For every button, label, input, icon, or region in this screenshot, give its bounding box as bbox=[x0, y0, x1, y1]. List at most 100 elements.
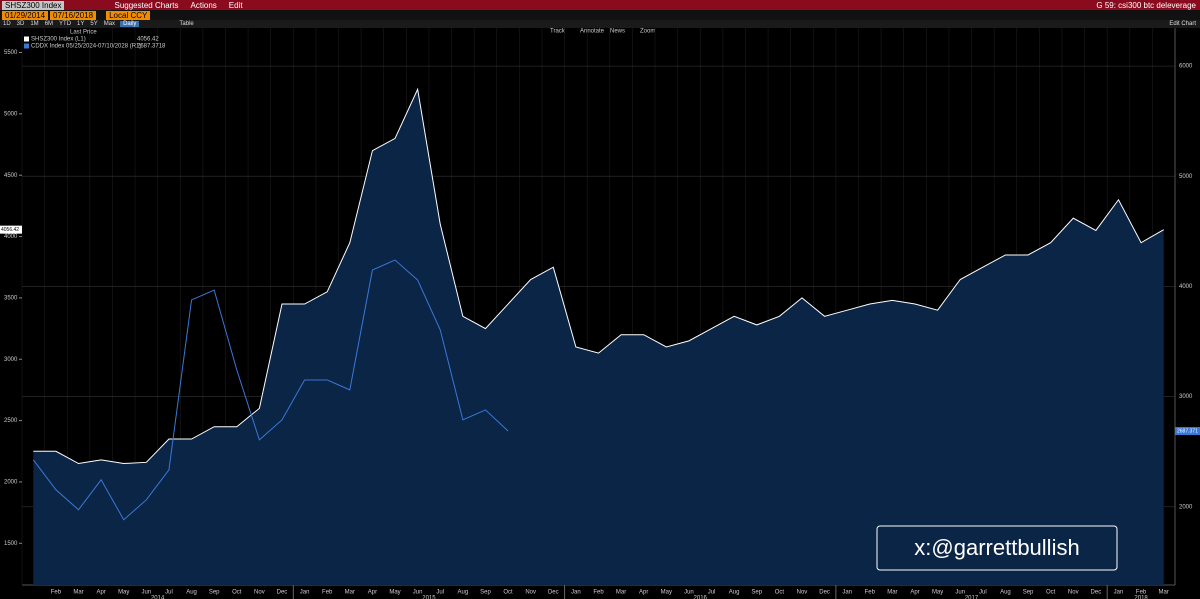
legend-value: 2687.3718 bbox=[137, 44, 166, 50]
y2-tick-label: 5000 bbox=[1179, 174, 1193, 180]
legend-label: CDDX Index 05/25/2024-07/10/2028 (R1) bbox=[31, 44, 141, 50]
x-tick-label: Feb bbox=[1136, 590, 1147, 596]
x-tick-label: Feb bbox=[51, 590, 62, 596]
period[interactable]: 1M bbox=[30, 21, 39, 27]
tool[interactable]: Annotate bbox=[580, 29, 605, 35]
last-tag: 4056.42 bbox=[1, 227, 19, 233]
y-tick-label: 3000 bbox=[4, 357, 18, 363]
periods: 1D 3D 1M 6M YTD 1Y 5Y Max bbox=[0, 21, 118, 27]
menu[interactable]: Actions bbox=[190, 0, 217, 10]
watermark-box bbox=[876, 525, 1118, 571]
y2-tick-label: 4000 bbox=[1179, 284, 1193, 290]
last-tag-bg bbox=[1175, 427, 1200, 436]
x-tick-label: Oct bbox=[1046, 590, 1056, 596]
x-tick-label: Apr bbox=[910, 590, 919, 596]
x-tick-label: Sep bbox=[209, 590, 220, 596]
x-tick-label: Jul bbox=[436, 590, 444, 596]
x-tick-label: Jan bbox=[300, 590, 310, 596]
x-tick-label: Aug bbox=[458, 590, 469, 596]
x-tick-label: May bbox=[118, 590, 129, 596]
x-tick-label: Jul bbox=[979, 590, 987, 596]
x-tick-label: Dec bbox=[548, 590, 559, 596]
tool[interactable]: News bbox=[610, 29, 625, 35]
legend-swatch bbox=[24, 36, 29, 42]
last-tag: 2687.371 bbox=[1177, 428, 1198, 434]
period[interactable]: 6M bbox=[44, 21, 54, 27]
x-group-label: 2017 bbox=[965, 596, 979, 599]
x-tick-label: Dec bbox=[819, 590, 830, 596]
x-tick-label: Sep bbox=[1023, 590, 1034, 596]
x-tick-label: Mar bbox=[73, 590, 83, 596]
x-tick-label: Feb bbox=[865, 590, 876, 596]
y2-tick-label: 2000 bbox=[1179, 504, 1193, 510]
x-tick-label: Nov bbox=[525, 590, 536, 596]
x-tick-label: Nov bbox=[797, 590, 808, 596]
x-tick-label: Feb bbox=[322, 590, 333, 596]
legend-swatch bbox=[24, 43, 29, 49]
x-tick-label: Jan bbox=[842, 590, 852, 596]
x-group-label: 2016 bbox=[694, 596, 708, 599]
menu[interactable]: Edit bbox=[228, 0, 243, 10]
menu[interactable]: Suggested Charts bbox=[114, 0, 179, 10]
start-date[interactable]: 01/29/2014 bbox=[2, 10, 49, 20]
line bbox=[32, 259, 509, 521]
x-tick-label: Jul bbox=[165, 590, 173, 596]
period[interactable]: 5Y bbox=[90, 21, 98, 27]
x-tick-label: Jun bbox=[955, 590, 965, 596]
legend-title: Last Price bbox=[70, 30, 97, 36]
x-tick-label: May bbox=[389, 590, 400, 596]
y-tick-label: 4500 bbox=[4, 173, 18, 179]
x-tick-label: Oct bbox=[775, 590, 785, 596]
end-date[interactable]: 07/16/2018 bbox=[50, 10, 97, 20]
frequency[interactable]: Daily bbox=[120, 21, 140, 27]
security[interactable]: SHSZ300 Index bbox=[2, 0, 65, 10]
period[interactable]: 1Y bbox=[77, 21, 85, 27]
y-tick-label: 1500 bbox=[4, 541, 18, 547]
x-tick-label: Jun bbox=[684, 590, 694, 596]
currency[interactable]: Local CCY bbox=[106, 10, 151, 20]
edit-chart[interactable]: Edit Chart bbox=[1169, 21, 1196, 27]
x-tick-label: Aug bbox=[186, 590, 197, 596]
x-tick-label: Apr bbox=[368, 590, 377, 596]
tool[interactable]: Track bbox=[550, 29, 566, 35]
x-tick-label: Mar bbox=[345, 590, 355, 596]
x-tick-label: Apr bbox=[96, 590, 105, 596]
y-tick-label: 2000 bbox=[4, 480, 18, 486]
x-tick-label: Aug bbox=[729, 590, 740, 596]
y2-tick-label: 3000 bbox=[1179, 394, 1193, 400]
chart: Track Annotate News Zoom 1500 2000 2500 3000 350… bbox=[0, 28, 1200, 599]
watermark: x:@garrettbullish bbox=[914, 535, 1079, 560]
x-group-label: 2015 bbox=[422, 596, 436, 599]
x-tick-label: Nov bbox=[254, 590, 265, 596]
x-tick-label: Jan bbox=[1114, 590, 1124, 596]
x-tick-label: Jun bbox=[413, 590, 423, 596]
x-tick-label: Oct bbox=[503, 590, 513, 596]
tool[interactable]: Zoom bbox=[640, 29, 655, 35]
x-tick-label: Mar bbox=[887, 590, 897, 596]
x-tick-label: Dec bbox=[277, 590, 288, 596]
period[interactable]: 3D bbox=[16, 21, 25, 27]
period[interactable]: Max bbox=[103, 21, 116, 27]
y-tick-label: 5000 bbox=[4, 111, 18, 117]
x-group-label: 2018 bbox=[1134, 596, 1148, 599]
x-tick-label: Nov bbox=[1068, 590, 1079, 596]
y-tick-label: 2500 bbox=[4, 418, 18, 424]
x-tick-label: Jul bbox=[708, 590, 716, 596]
x-tick-label: Oct bbox=[232, 590, 242, 596]
period[interactable]: YTD bbox=[59, 21, 72, 27]
x-tick-label: May bbox=[661, 590, 672, 596]
y-tick-label: 3500 bbox=[4, 295, 18, 301]
y-tick-label: 4000 bbox=[4, 234, 18, 240]
date-bar: 01/29/2014 07/16/2018 Local CCY bbox=[0, 10, 1200, 20]
period[interactable]: 1D bbox=[3, 21, 11, 27]
x-tick-label: Jan bbox=[571, 590, 581, 596]
x-tick-label: Mar bbox=[1159, 590, 1169, 596]
x-tick-label: Aug bbox=[1000, 590, 1011, 596]
y-tick-label: 5500 bbox=[4, 50, 18, 56]
table[interactable]: Table bbox=[179, 21, 194, 27]
x-tick-label: Jun bbox=[141, 590, 151, 596]
x-tick-label: May bbox=[932, 590, 943, 596]
line bbox=[33, 87, 1164, 465]
area bbox=[33, 89, 1164, 585]
